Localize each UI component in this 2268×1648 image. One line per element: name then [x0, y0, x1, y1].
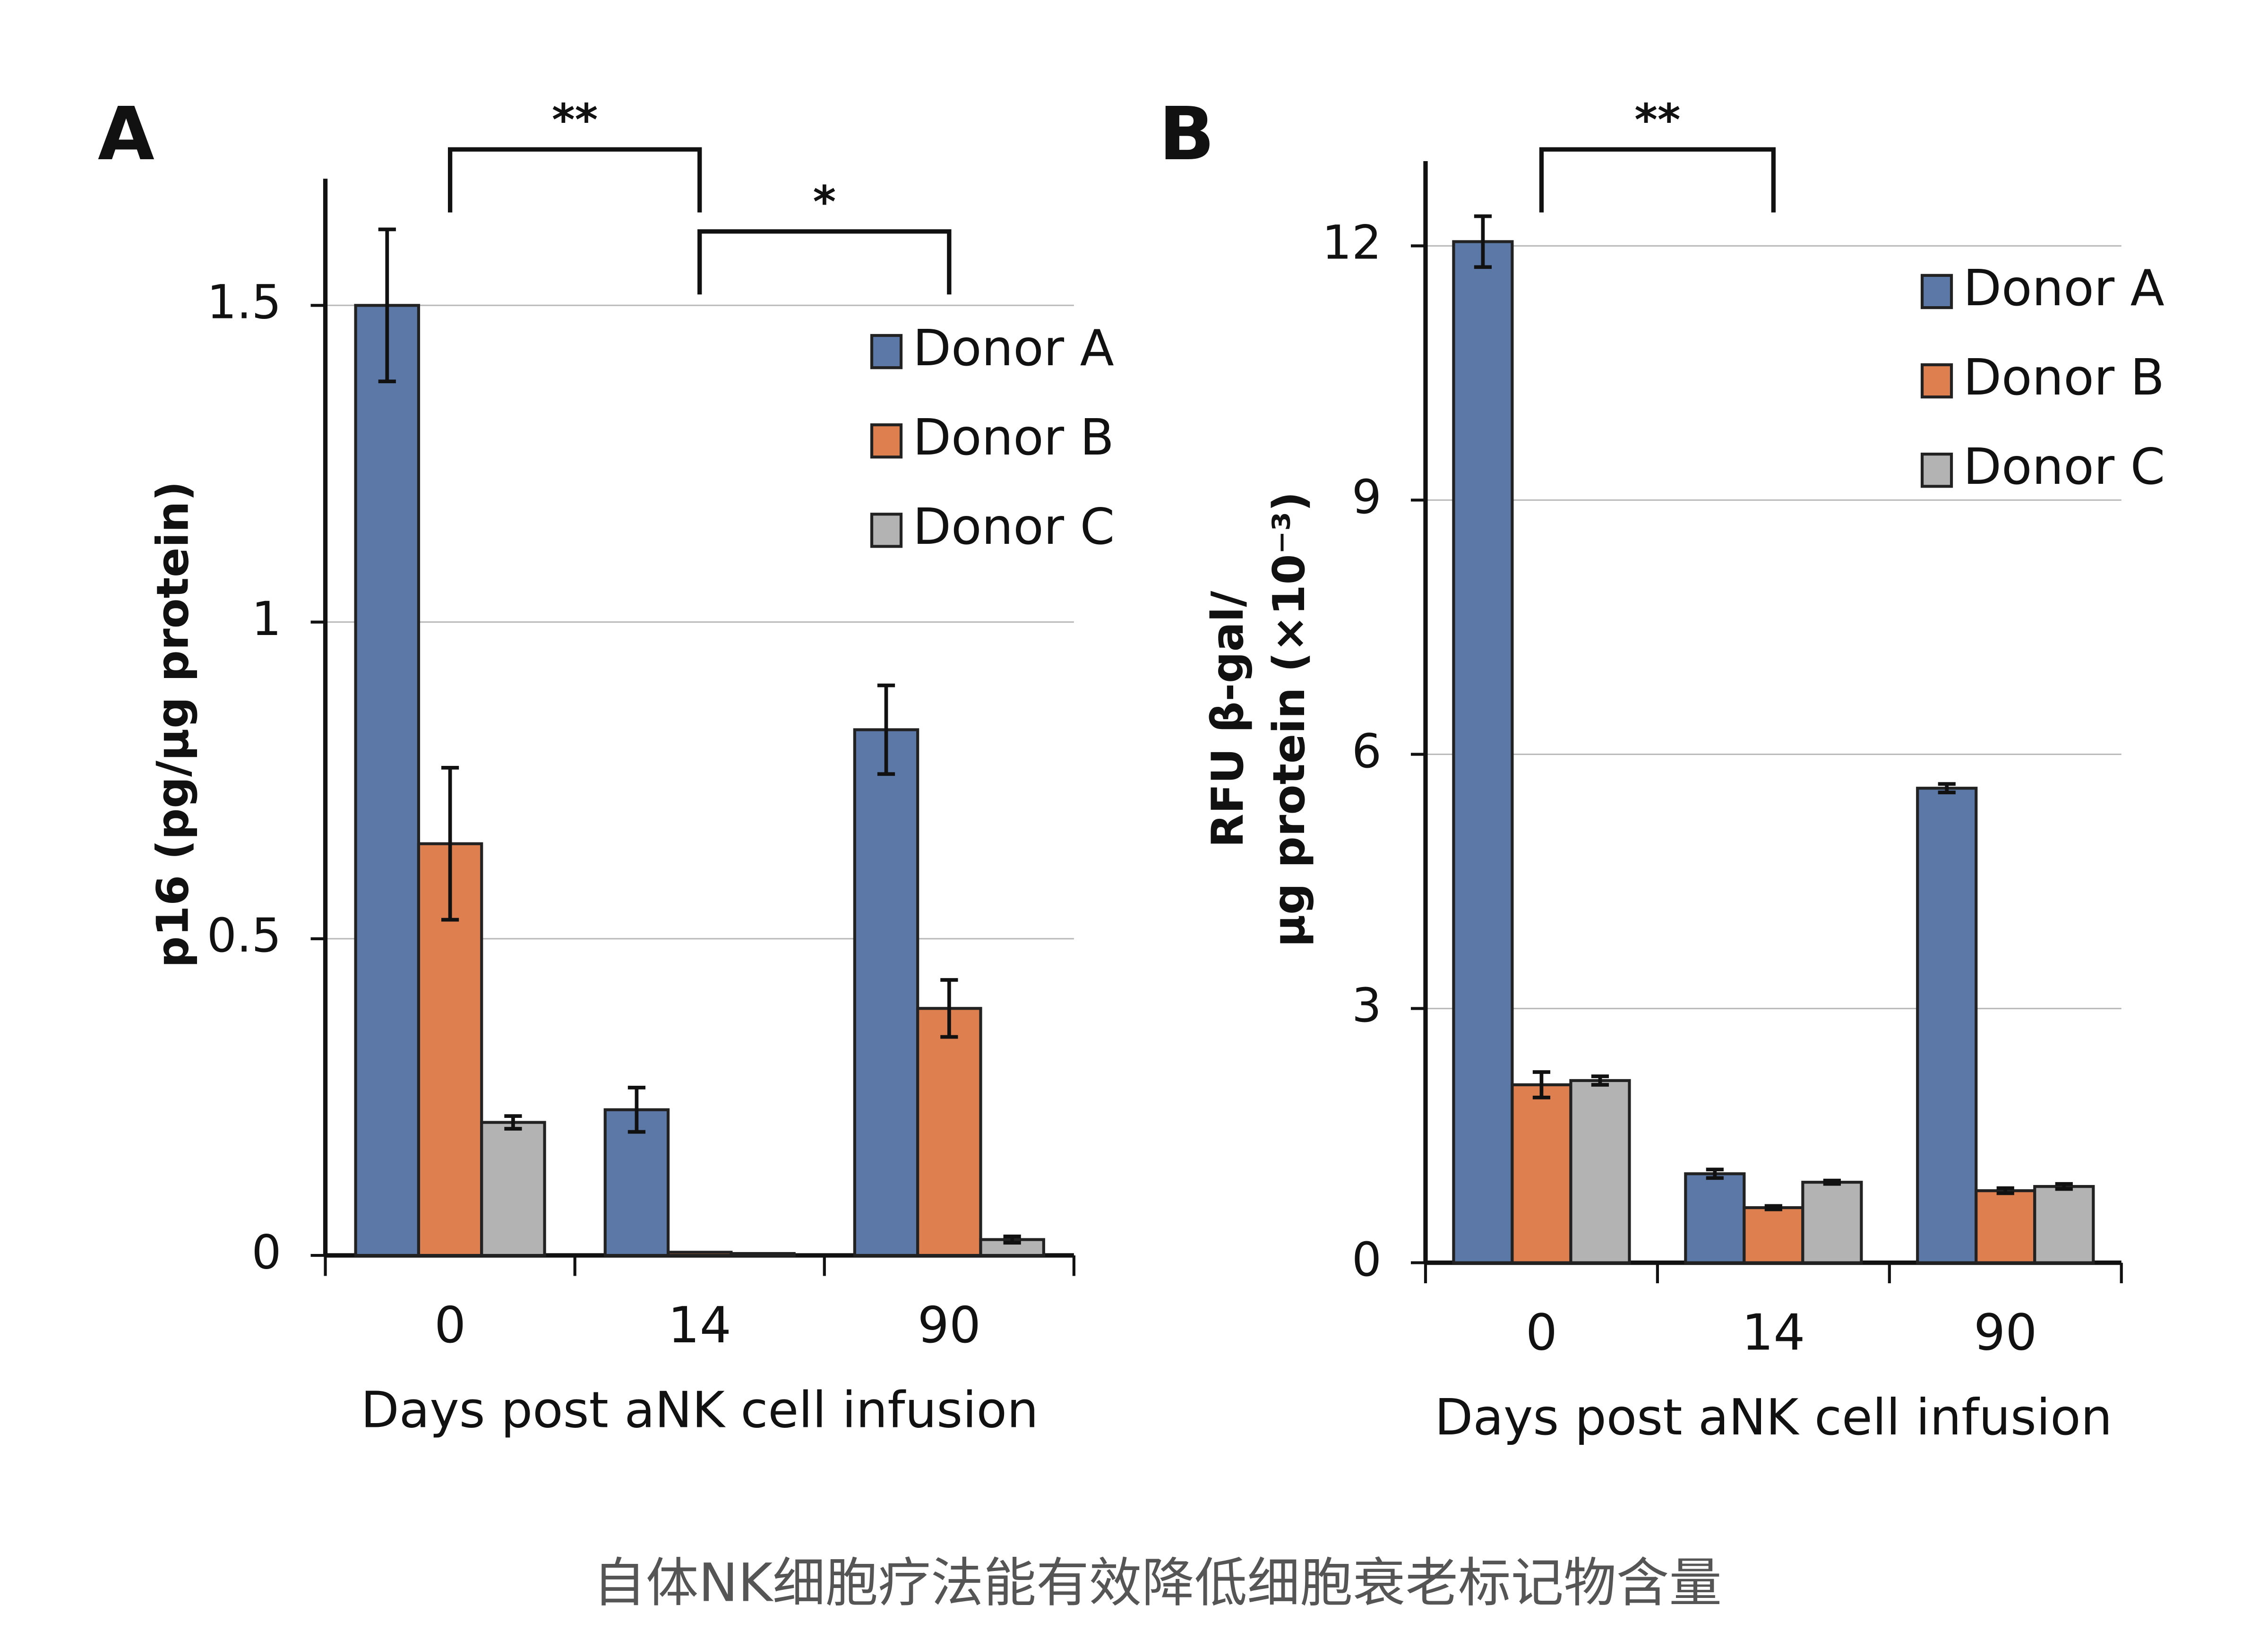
bar: [730, 1252, 796, 1257]
error-bar: [940, 978, 958, 1039]
significance-label: *: [813, 176, 836, 227]
y-tick-label: 6: [1352, 724, 1382, 779]
y-tick-label: 1.5: [207, 275, 282, 330]
error-bar: [1591, 1074, 1609, 1087]
legend-label: Donor C: [1963, 438, 2165, 496]
error-bar: [1003, 1234, 1021, 1245]
error-bar: [1938, 782, 1956, 795]
caption: 自体NK细胞疗法能有效降低细胞衰老标记物含量: [593, 1553, 1722, 1614]
error-bar: [1764, 1204, 1782, 1211]
x-tick-label: 0: [434, 1296, 466, 1354]
legend-label: Donor C: [913, 498, 1115, 556]
legend-label: Donor A: [913, 319, 1114, 377]
legend-label: Donor B: [1963, 348, 2165, 406]
legend-swatch: [870, 513, 903, 548]
y-tick-label: 0: [1352, 1233, 1382, 1287]
error-bar: [877, 683, 895, 776]
legend-swatch: [1920, 453, 1953, 488]
y-tick-label: 9: [1352, 470, 1382, 524]
significance-bracket: [447, 147, 702, 213]
y-tick-label: 1: [251, 592, 281, 646]
y-axis-label: p16 (pg/μg protein): [147, 481, 198, 968]
legend-swatch: [1920, 274, 1953, 309]
significance-label: **: [552, 94, 598, 146]
bar: [1569, 1079, 1631, 1264]
bar: [480, 1121, 546, 1257]
bar: [2033, 1185, 2095, 1264]
panel-label: B: [1159, 91, 1215, 177]
error-bar: [1474, 214, 1492, 269]
bar: [666, 1251, 733, 1257]
significance-bracket: [697, 229, 952, 295]
error-bar: [441, 766, 459, 922]
bar: [1743, 1206, 1804, 1264]
error-bar: [1996, 1186, 2014, 1195]
bar: [853, 728, 919, 1257]
legend-label: Donor A: [1963, 259, 2165, 317]
y-tick-label: 12: [1322, 216, 1382, 270]
x-tick-label: 90: [1974, 1303, 2037, 1361]
legend-label: Donor B: [913, 408, 1114, 466]
bar: [1684, 1172, 1746, 1264]
significance-label: **: [1634, 94, 1680, 146]
error-bar: [627, 1085, 646, 1134]
y-axis-label: μg protein (×10⁻³): [1263, 491, 1314, 947]
x-tick-label: 14: [1742, 1303, 1805, 1361]
x-axis-label: Days post aNK cell infusion: [1435, 1388, 2112, 1446]
x-tick-label: 90: [918, 1296, 981, 1354]
legend-swatch: [1920, 363, 1953, 399]
bar: [1801, 1181, 1863, 1264]
bar: [979, 1238, 1045, 1257]
bar: [1975, 1189, 2036, 1264]
bar: [603, 1108, 670, 1257]
x-axis-label: Days post aNK cell infusion: [361, 1381, 1039, 1439]
error-bar: [1706, 1167, 1724, 1180]
bar: [1511, 1083, 1572, 1264]
x-tick-label: 0: [1526, 1303, 1557, 1361]
error-bar: [504, 1114, 522, 1131]
y-tick-label: 3: [1352, 978, 1382, 1033]
x-tick-label: 14: [668, 1296, 731, 1354]
y-tick-label: 0: [251, 1225, 281, 1279]
error-bar: [1532, 1070, 1551, 1099]
panel-label: A: [98, 91, 155, 177]
significance-bracket: [1539, 147, 1776, 213]
bar: [916, 1007, 982, 1257]
error-bar: [1823, 1178, 1841, 1186]
bar: [1916, 787, 1978, 1264]
error-bar: [378, 227, 396, 384]
bar: [1452, 240, 1514, 1264]
legend-swatch: [870, 334, 903, 369]
y-axis-label: RFU β-gal/: [1202, 591, 1253, 848]
error-bar: [2055, 1182, 2073, 1191]
bar: [354, 304, 421, 1257]
y-tick-label: 0.5: [207, 909, 282, 963]
legend-swatch: [870, 423, 903, 459]
